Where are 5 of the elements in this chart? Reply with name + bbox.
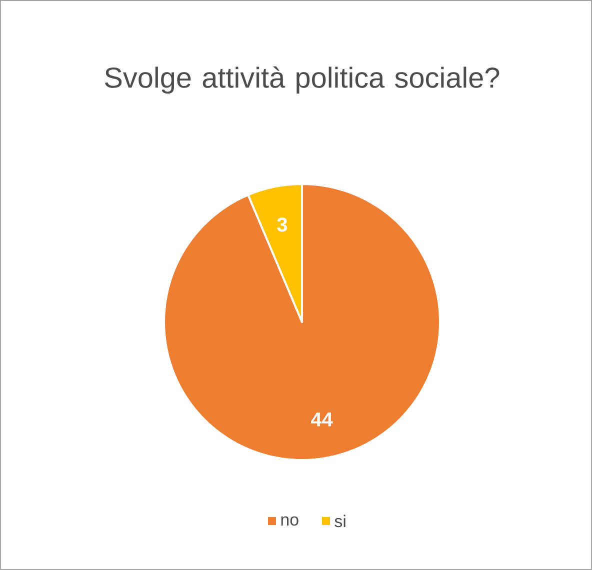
chart-title: Svolge attività politica sociale? (104, 66, 500, 94)
legend-label: si (334, 514, 346, 528)
legend-label: no (281, 516, 298, 526)
data-label: 3 (277, 218, 288, 232)
data-label: 44 (311, 412, 333, 426)
